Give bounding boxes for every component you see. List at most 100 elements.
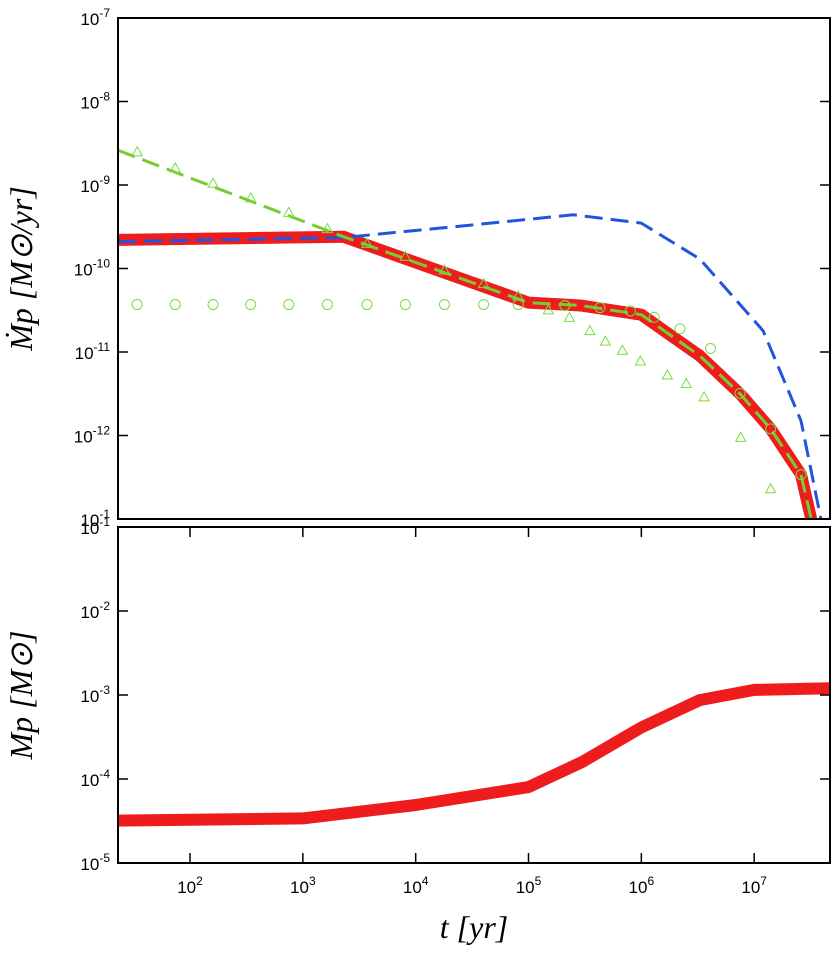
- tick-base: 10: [80, 771, 99, 790]
- marker-triangle: [584, 324, 596, 336]
- tick-base: 10: [80, 603, 99, 622]
- marker-triangle: [734, 431, 747, 442]
- marker-circle: [399, 299, 411, 311]
- y-axis-label: Ṁp [M⊙/yr]: [3, 186, 39, 352]
- tick-exponent: -1: [99, 507, 110, 521]
- plot-area: [118, 145, 823, 519]
- x-tick-label: 104: [403, 874, 429, 897]
- tick-exponent: -5: [99, 851, 110, 865]
- tick-base: 10: [741, 878, 760, 897]
- marker-circle: [438, 299, 450, 311]
- tick-exponent: -4: [99, 767, 110, 781]
- y-tick-label: 10-1: [80, 507, 110, 530]
- marker-triangle: [542, 303, 555, 315]
- tick-base: 10: [75, 344, 94, 363]
- tick-base: 10: [80, 177, 99, 196]
- plot-frame: [117, 17, 831, 520]
- tick-base: 10: [290, 878, 309, 897]
- tick-exponent: -8: [99, 90, 110, 104]
- marker-circle: [478, 299, 490, 311]
- y-tick-label: 10-8: [80, 90, 110, 113]
- y-tick-label: 10-12: [74, 424, 111, 447]
- marker-circle: [283, 299, 295, 311]
- y-tick-label: 10-1: [80, 515, 110, 538]
- tick-exponent: 7: [760, 874, 767, 888]
- marker-circle: [169, 299, 181, 311]
- marker-triangle: [438, 263, 451, 275]
- marker-circle: [361, 299, 373, 311]
- series-line: [118, 148, 813, 519]
- x-tick-label: 106: [629, 874, 655, 897]
- marker-triangle: [477, 277, 490, 289]
- marker-circle: [648, 311, 660, 323]
- marker-triangle: [616, 344, 629, 355]
- tick-exponent: -10: [93, 257, 111, 271]
- marker-circle: [321, 299, 333, 311]
- plot-area: [118, 682, 830, 827]
- y-tick-label: 10-3: [80, 683, 110, 706]
- tick-base: 10: [80, 94, 99, 113]
- marker-triangle: [661, 368, 674, 380]
- tick-exponent: -2: [99, 599, 110, 613]
- marker-circle: [207, 299, 219, 311]
- marker-triangle: [399, 250, 412, 261]
- tick-exponent: 3: [309, 874, 316, 888]
- tick-exponent: 6: [647, 874, 654, 888]
- tick-exponent: -3: [99, 683, 110, 697]
- marker-triangle: [207, 177, 219, 188]
- marker-circle: [245, 299, 257, 311]
- tick-exponent: -9: [99, 173, 110, 187]
- tick-base: 10: [80, 10, 99, 29]
- x-tick-label: 105: [516, 874, 542, 897]
- marker-triangle: [244, 191, 257, 203]
- series-line: [118, 213, 823, 519]
- marker-circle: [674, 323, 686, 335]
- marker-triangle: [634, 354, 647, 366]
- marker-triangle: [764, 482, 777, 494]
- tick-base: 10: [80, 687, 99, 706]
- marker-triangle: [321, 222, 334, 234]
- x-tick-label: 103: [290, 874, 316, 897]
- tick-base: 10: [177, 878, 196, 897]
- tick-base: 10: [74, 261, 93, 280]
- y-tick-label: 10-9: [80, 173, 110, 196]
- y-tick-label: 10-10: [74, 257, 111, 280]
- tick-exponent: -1: [99, 515, 110, 529]
- marker-triangle: [131, 145, 144, 157]
- tick-exponent: 2: [196, 874, 203, 888]
- tick-exponent: 5: [535, 874, 542, 888]
- marker-circle: [765, 423, 777, 435]
- tick-base: 10: [80, 519, 99, 538]
- tick-base: 10: [80, 855, 99, 874]
- x-axis-label: t [yr]: [440, 909, 508, 945]
- y-axis-label: Mp [M⊙]: [3, 630, 39, 760]
- y-tick-label: 10-2: [80, 599, 110, 622]
- tick-base: 10: [80, 511, 99, 530]
- marker-circle: [734, 387, 746, 399]
- tick-exponent: -12: [93, 424, 111, 438]
- tick-exponent: 4: [422, 874, 429, 888]
- marker-circle: [795, 469, 807, 481]
- x-tick-label: 102: [177, 874, 203, 897]
- x-tick-label: 107: [741, 874, 767, 897]
- tick-base: 10: [403, 878, 422, 897]
- tick-base: 10: [629, 878, 648, 897]
- marker-triangle: [563, 311, 576, 322]
- marker-triangle: [361, 237, 373, 248]
- marker-circle: [131, 299, 143, 311]
- y-tick-label: 10-11: [75, 340, 111, 363]
- marker-triangle: [698, 390, 710, 402]
- tick-exponent: -11: [94, 340, 111, 354]
- tick-exponent: -7: [99, 6, 110, 20]
- marker-triangle: [169, 161, 182, 173]
- marker-triangle: [282, 206, 295, 217]
- marker-triangle: [680, 377, 693, 388]
- marker-triangle: [599, 335, 612, 346]
- y-tick-label: 10-7: [80, 6, 110, 29]
- marker-circle: [624, 305, 636, 317]
- series-line: [118, 682, 830, 827]
- y-tick-label: 10-4: [80, 767, 110, 790]
